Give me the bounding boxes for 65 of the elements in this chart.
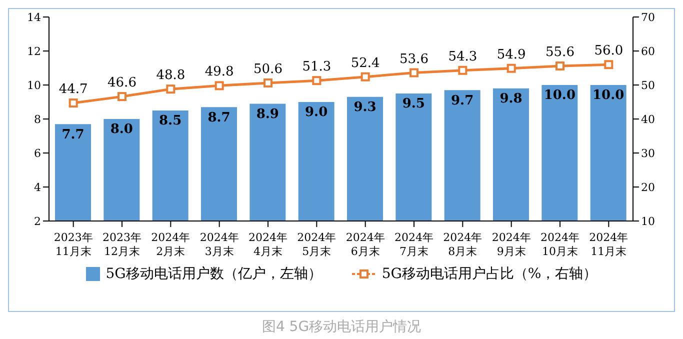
point (458, 66, 468, 75)
y2-tick-label: 50 (641, 78, 655, 92)
y-tick-label: 12 (27, 44, 41, 58)
data-label: 44.7 (58, 82, 88, 98)
point (166, 84, 176, 94)
data-label: 9.3 (354, 100, 376, 116)
y2-tick-label: 30 (641, 146, 655, 160)
data-label: 54.3 (448, 49, 478, 64)
point (410, 68, 418, 78)
data-label: 10.0 (544, 88, 576, 104)
y2-tick-label: 60 (641, 44, 655, 58)
text: 图4 5G移动电话用户情况 (260, 318, 422, 336)
data-label: 54.9 (496, 47, 526, 62)
data-label: 8.7 (208, 110, 230, 126)
data-label: 52.4 (350, 56, 380, 71)
point (214, 81, 224, 90)
data-label: 9.0 (305, 105, 328, 120)
x-tick-label: 2024年 4月末 (248, 231, 288, 258)
y2-tick-label: 70 (641, 10, 655, 24)
point (556, 61, 564, 70)
data-label: 9.8 (500, 92, 522, 107)
data-label: 8.0 (110, 122, 133, 138)
y2-tick-label: 20 (641, 180, 655, 194)
y2-tick-label: 10 (641, 214, 655, 228)
data-label: 9.7 (451, 93, 474, 108)
y-tick-label: 8 (34, 112, 41, 126)
point (264, 78, 272, 88)
legend-label: 5G移动电话用户占比（%，右轴） (382, 265, 598, 283)
point (312, 76, 322, 86)
data-label: 8.9 (256, 106, 279, 122)
x-tick-label: 2024年 9月末 (492, 231, 531, 258)
y-tick-label: 2 (34, 214, 41, 228)
data-label: 53.6 (400, 52, 428, 67)
x-tick-label: 2024年 7月末 (394, 231, 434, 258)
x-tick-label: 2024年 10月末 (540, 231, 580, 258)
point (68, 98, 78, 108)
data-label: 55.6 (546, 44, 574, 60)
point (360, 72, 370, 82)
data-label: 49.8 (204, 64, 234, 80)
data-label: 8.5 (159, 114, 182, 129)
y-tick-label: 4 (34, 180, 41, 194)
data-label: 9.5 (402, 96, 425, 112)
data-label: 7.7 (62, 127, 84, 142)
legend-label: 5G移动电话用户数（亿户，左轴） (106, 265, 322, 283)
data-label: 46.6 (108, 76, 136, 91)
x-tick-label: 2024年 5月末 (297, 231, 336, 258)
y-tick-label: 10 (27, 78, 41, 92)
point (506, 64, 516, 73)
point (604, 60, 614, 70)
data-label: 50.6 (254, 62, 282, 77)
data-label: 56.0 (594, 44, 624, 59)
x-tick-label: 2024年 3月末 (200, 231, 239, 258)
x-tick-label: 2024年 6月末 (346, 231, 385, 258)
x-tick-label: 2024年 11月末 (589, 231, 628, 258)
data-label: 48.8 (156, 68, 186, 84)
x-tick-label: 2023年 12月末 (102, 231, 142, 258)
y2-tick-label: 40 (641, 112, 655, 126)
point (118, 92, 126, 102)
x-tick-label: 2023年 11月末 (54, 231, 93, 258)
y-tick-label: 6 (34, 146, 41, 160)
data-label: 51.3 (302, 60, 332, 75)
x-tick-label: 2024年 2月末 (151, 231, 190, 258)
x-tick-label: 2024年 8月末 (443, 231, 482, 258)
y-tick-label: 14 (27, 10, 41, 24)
data-label: 10.0 (592, 88, 624, 104)
